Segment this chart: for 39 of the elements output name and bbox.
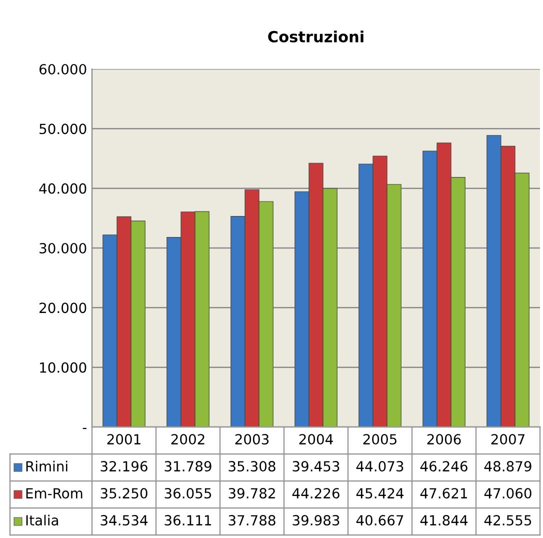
x-tick-label: 2006 [427,434,461,445]
data-label: 42.555 [484,515,532,526]
x-tick-label: 2002 [171,434,204,445]
data-label: 39.983 [292,515,340,526]
data-label: 31.789 [164,461,212,472]
data-label: 46.246 [420,461,468,472]
data-label: 45.424 [356,488,404,499]
data-label: 37.788 [228,515,276,526]
data-label: 39.782 [228,488,275,499]
data-label: 44.073 [356,461,404,472]
chart-title: Costruzioni [268,30,364,42]
y-tick-label: 50.000 [40,124,86,134]
y-tick-label: 30.000 [40,242,86,254]
data-label: 35.308 [228,461,276,472]
data-label: 40.667 [356,515,404,526]
legend-label: Rimini [26,460,68,472]
legend-label: Em-Rom [26,488,82,499]
x-tick-label: 2007 [491,434,524,445]
x-tick-label: 2005 [363,434,396,445]
legend-label: Italia [26,514,58,526]
y-tick-label: 60.000 [40,64,86,74]
data-label: 41.844 [420,515,468,526]
data-label: 35.250 [100,488,148,499]
x-tick-label: 2003 [235,434,269,445]
data-label: 47.621 [420,488,468,499]
data-label: 47.060 [484,488,532,499]
data-label: 36.055 [164,488,212,499]
data-label: 34.534 [100,515,148,526]
y-tick-label: 10.000 [40,362,86,373]
x-tick-label: 2004 [299,434,333,445]
y-tick-label: 20.000 [40,302,86,314]
data-label: 48.879 [484,461,532,472]
y-tick-label: 40.000 [39,183,86,194]
y-tick-label: - [82,428,86,430]
data-label: 39.453 [292,461,340,472]
data-label: 36.111 [164,515,212,526]
x-tick-label: 2001 [107,434,140,445]
data-label: 32.196 [100,461,148,472]
data-label: 44.226 [292,488,340,499]
